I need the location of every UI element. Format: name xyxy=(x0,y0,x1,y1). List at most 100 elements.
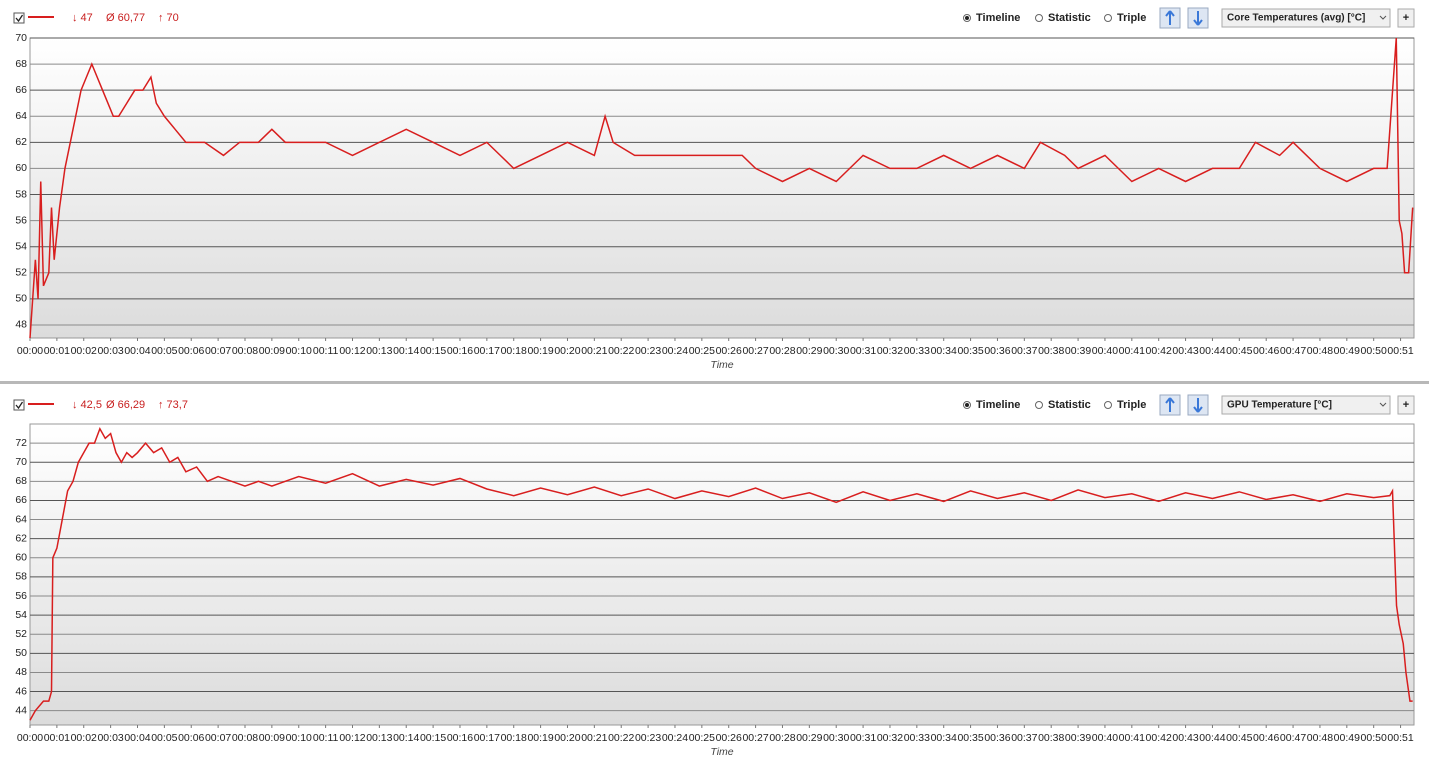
arrow-icon xyxy=(1165,10,1175,25)
add-button[interactable] xyxy=(1397,8,1415,28)
x-tick-label: 00:02 xyxy=(71,732,97,744)
y-tick-label: 46 xyxy=(15,685,27,697)
x-tick-label: 00:45 xyxy=(1226,345,1252,357)
stat-label: Ø 60,77 xyxy=(106,12,145,24)
y-tick-label: 58 xyxy=(15,571,27,583)
x-tick-label: 00:39 xyxy=(1065,732,1091,744)
x-tick-label: 00:24 xyxy=(662,732,688,744)
y-tick-label: 52 xyxy=(15,628,27,640)
y-tick-label: 66 xyxy=(15,84,27,96)
x-tick-label: 00:37 xyxy=(1011,345,1037,357)
x-tick-label: 00:20 xyxy=(554,345,580,357)
sensor-dropdown[interactable] xyxy=(1221,8,1391,28)
y-tick-label: 70 xyxy=(15,456,27,468)
x-tick-label: 00:06 xyxy=(178,345,204,357)
x-tick-label: 00:23 xyxy=(635,732,661,744)
x-tick-label: 00:13 xyxy=(366,732,392,744)
y-tick-label: 58 xyxy=(15,188,27,200)
x-tick-label: 00:20 xyxy=(554,732,580,744)
data-line xyxy=(29,427,1413,721)
x-tick-label: 00:41 xyxy=(1119,732,1145,744)
view-option[interactable]: Triple xyxy=(1117,399,1146,411)
y-tick-label: 52 xyxy=(15,267,27,279)
x-tick-label: 00:06 xyxy=(178,732,204,744)
x-tick-label: 00:28 xyxy=(769,732,795,744)
arrow-icon xyxy=(1165,397,1175,412)
x-tick-label: 00:46 xyxy=(1253,732,1279,744)
x-tick-label: 00:40 xyxy=(1092,345,1118,357)
x-tick-label: 00:10 xyxy=(286,345,312,357)
radio-dot xyxy=(965,403,969,407)
visibility-checkbox[interactable] xyxy=(13,399,25,411)
x-tick-label: 00:05 xyxy=(151,732,177,744)
x-tick-label: 00:43 xyxy=(1172,732,1198,744)
x-tick-label: 00:33 xyxy=(904,345,930,357)
y-tick-label: 68 xyxy=(15,58,27,70)
x-tick-label: 00:10 xyxy=(286,732,312,744)
x-tick-label: 00:32 xyxy=(877,732,903,744)
x-tick-label: 00:42 xyxy=(1146,345,1172,357)
view-option[interactable]: Timeline xyxy=(976,12,1020,24)
sensor-name: GPU Temperature [°C] xyxy=(1227,400,1332,411)
x-tick-label: 00:27 xyxy=(742,732,768,744)
x-tick-label: 00:03 xyxy=(97,732,123,744)
x-tick-label: 00:51 xyxy=(1387,345,1413,357)
x-tick-label: 00:33 xyxy=(904,732,930,744)
x-tick-label: 00:35 xyxy=(957,732,983,744)
x-tick-label: 00:17 xyxy=(474,345,500,357)
x-tick-label: 00:12 xyxy=(339,345,365,357)
y-tick-label: 48 xyxy=(15,319,27,331)
x-tick-label: 00:21 xyxy=(581,732,607,744)
sensor-name: Core Temperatures (avg) [°C] xyxy=(1227,13,1365,24)
radio-button[interactable] xyxy=(1104,14,1112,22)
data-line xyxy=(29,37,1414,339)
x-tick-label: 00:08 xyxy=(232,345,258,357)
radio-button[interactable] xyxy=(1035,401,1043,409)
x-tick-label: 00:41 xyxy=(1119,345,1145,357)
y-tick-label: 62 xyxy=(15,532,27,544)
x-tick-label: 00:36 xyxy=(984,345,1010,357)
x-tick-label: 00:09 xyxy=(259,732,285,744)
stat-label: ↑ 70 xyxy=(158,12,179,24)
x-tick-label: 00:08 xyxy=(232,732,258,744)
radio-button[interactable] xyxy=(1104,401,1112,409)
x-tick-label: 00:17 xyxy=(474,732,500,744)
y-tick-label: 64 xyxy=(15,513,27,525)
x-tick-label: 00:38 xyxy=(1038,732,1064,744)
x-tick-label: 00:35 xyxy=(957,345,983,357)
view-option[interactable]: Statistic xyxy=(1048,399,1091,411)
dropdown-caret xyxy=(1379,402,1387,407)
x-tick-label: 00:22 xyxy=(608,732,634,744)
y-tick-label: 50 xyxy=(15,293,27,305)
view-option[interactable]: Timeline xyxy=(976,399,1020,411)
view-option[interactable]: Statistic xyxy=(1048,12,1091,24)
stat-label: Ø 66,29 xyxy=(106,399,145,411)
y-tick-label: 66 xyxy=(15,494,27,506)
x-tick-label: 00:15 xyxy=(420,345,446,357)
view-option[interactable]: Triple xyxy=(1117,12,1146,24)
x-tick-label: 00:48 xyxy=(1307,732,1333,744)
check-mark xyxy=(15,401,24,410)
y-tick-label: 60 xyxy=(15,162,27,174)
x-axis-label: Time xyxy=(710,746,733,758)
x-tick-label: 00:49 xyxy=(1334,732,1360,744)
add-button[interactable] xyxy=(1397,395,1415,415)
visibility-checkbox[interactable] xyxy=(13,12,25,24)
x-tick-label: 00:44 xyxy=(1199,732,1225,744)
x-tick-label: 00:00 xyxy=(17,732,43,744)
y-tick-label: 62 xyxy=(15,136,27,148)
radio-button[interactable] xyxy=(1035,14,1043,22)
sensor-dropdown[interactable] xyxy=(1221,395,1391,415)
x-tick-label: 00:42 xyxy=(1146,732,1172,744)
x-tick-label: 00:31 xyxy=(850,345,876,357)
x-tick-label: 00:14 xyxy=(393,732,419,744)
plot-area xyxy=(29,423,1415,726)
x-tick-label: 00:27 xyxy=(742,345,768,357)
x-tick-label: 00:49 xyxy=(1334,345,1360,357)
x-tick-label: 00:31 xyxy=(850,732,876,744)
x-tick-label: 00:40 xyxy=(1092,732,1118,744)
x-tick-label: 00:45 xyxy=(1226,732,1252,744)
x-tick-label: 00:29 xyxy=(796,732,822,744)
